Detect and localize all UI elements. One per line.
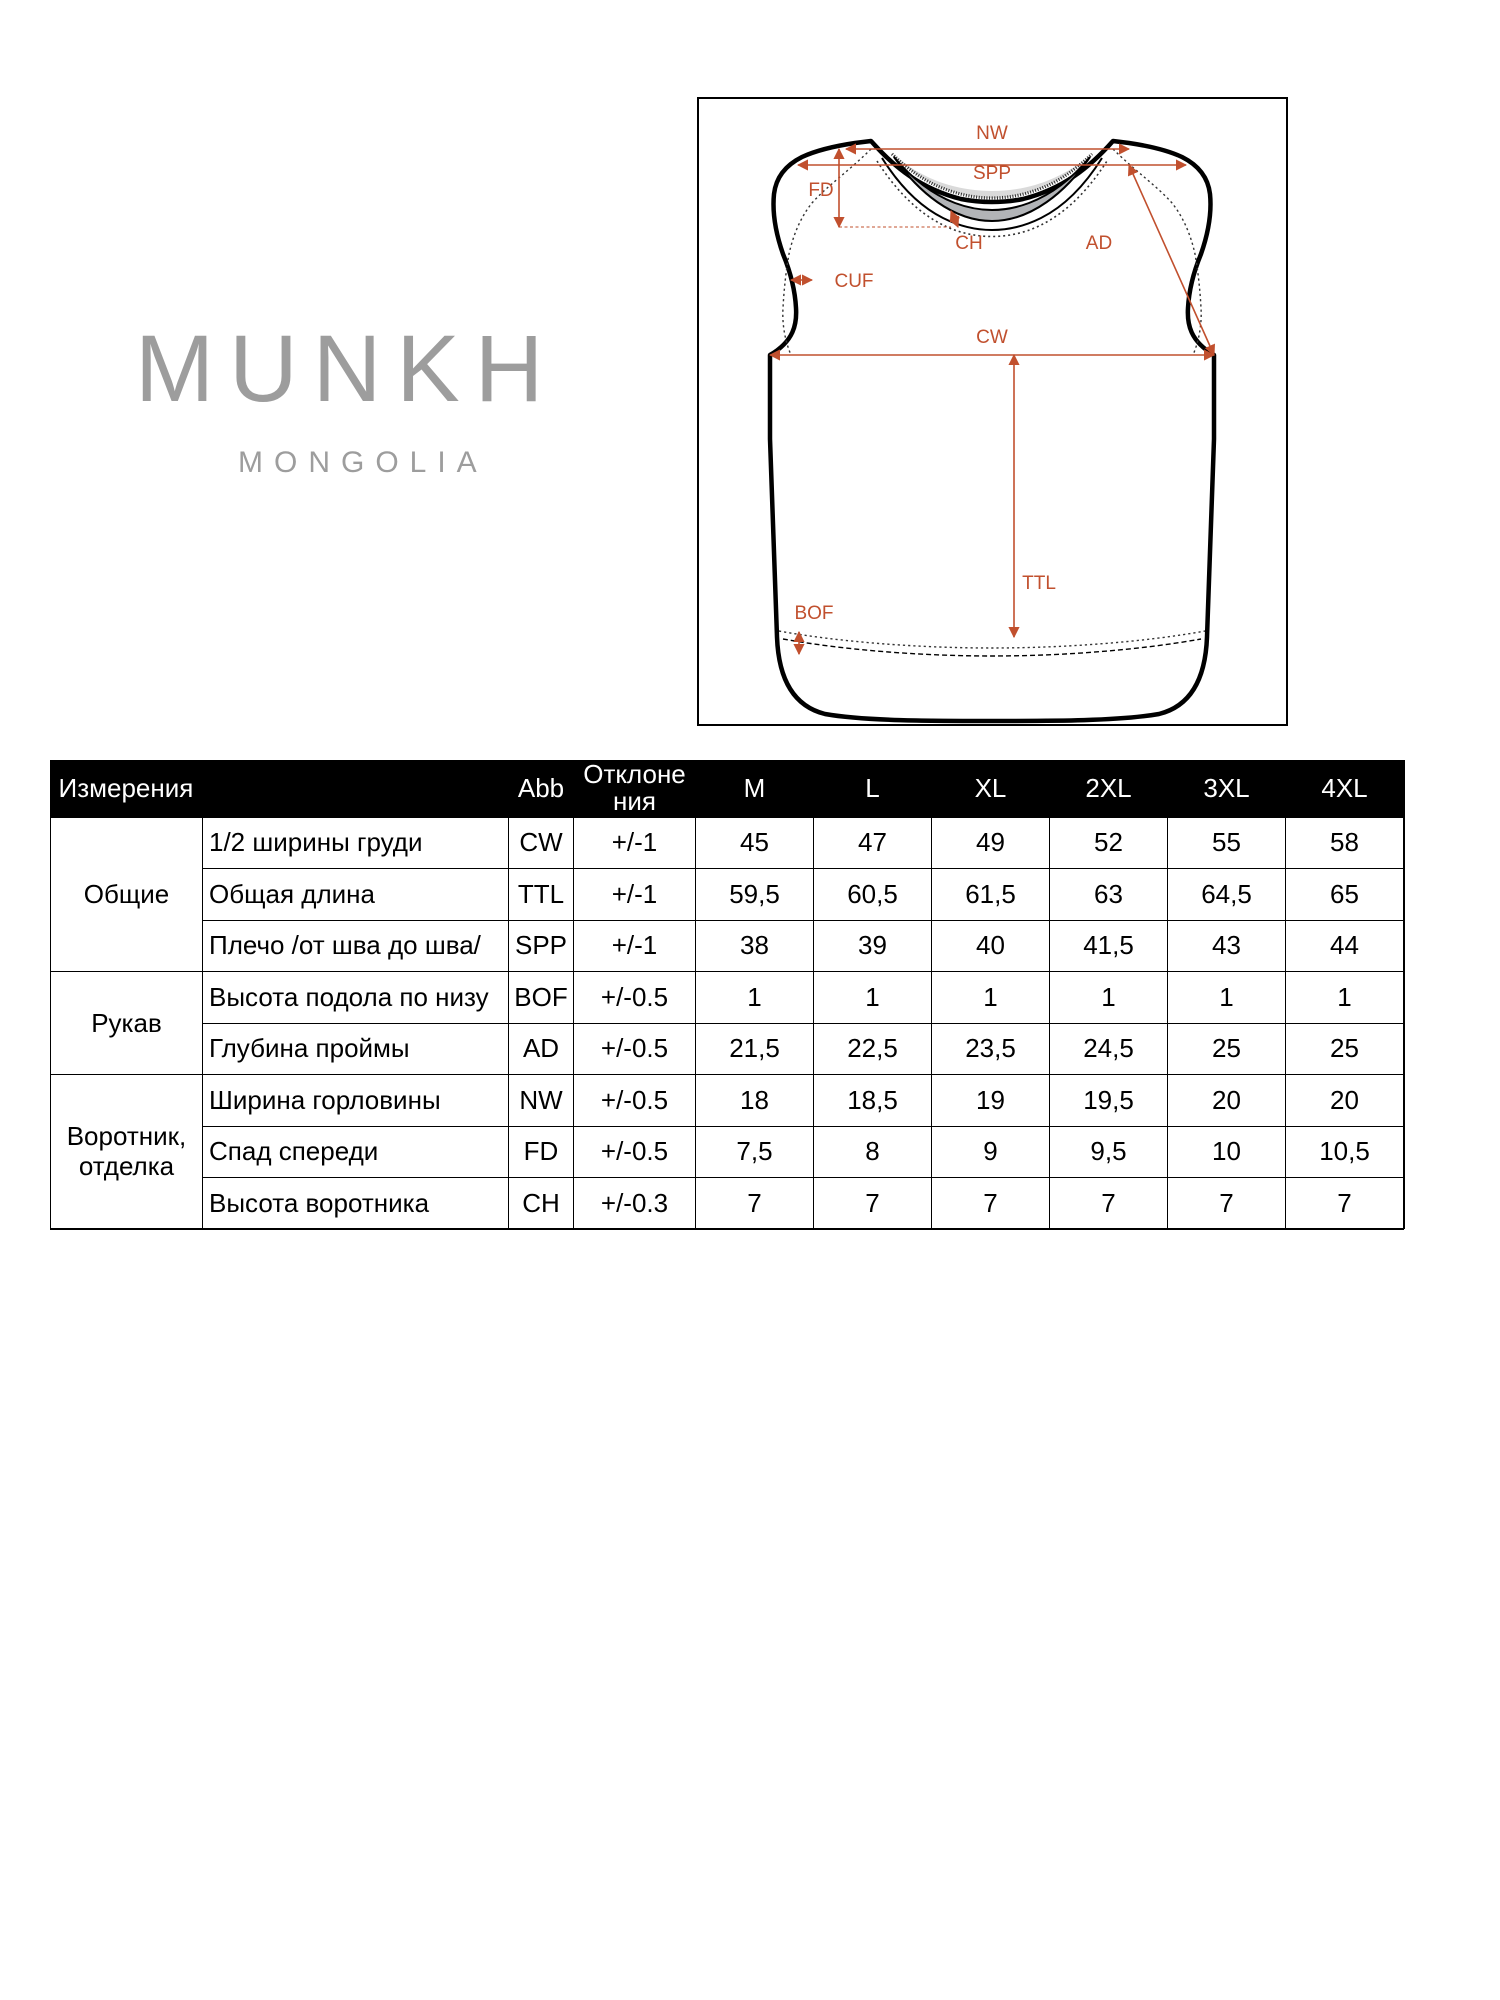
- svg-text:BOF: BOF: [794, 603, 833, 624]
- svg-text:NW: NW: [976, 123, 1008, 144]
- svg-text:FD: FD: [808, 180, 833, 201]
- svg-text:CUF: CUF: [834, 271, 873, 292]
- svg-text:CW: CW: [976, 327, 1008, 348]
- svg-text:TTL: TTL: [1022, 573, 1056, 594]
- svg-text:AD: AD: [1086, 233, 1112, 254]
- svg-text:SPP: SPP: [973, 163, 1011, 184]
- svg-text:CH: CH: [955, 233, 982, 254]
